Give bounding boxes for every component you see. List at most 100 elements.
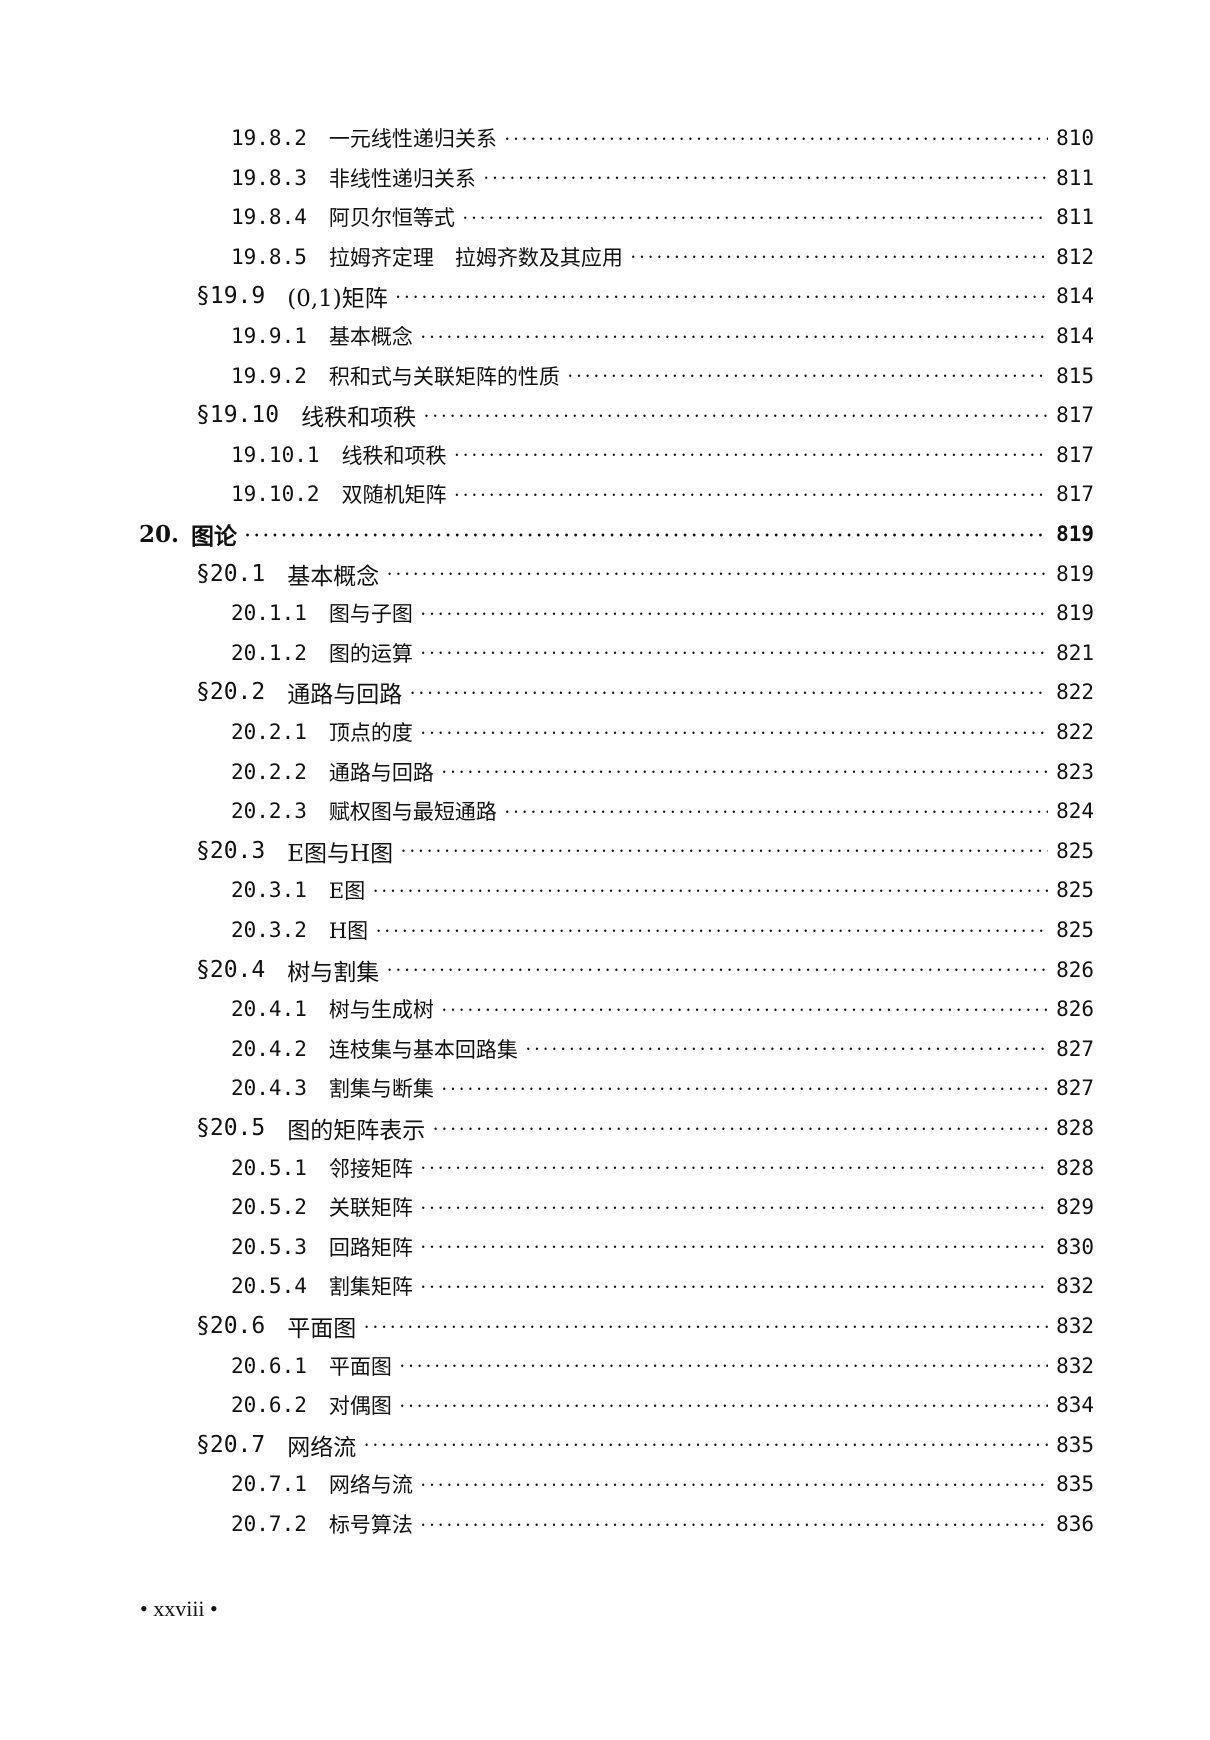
entry-title: E图: [328, 879, 366, 904]
entry-page: 817: [1056, 482, 1094, 507]
dot-leader: [364, 1423, 1048, 1466]
entry-number: 19.9.2: [231, 363, 307, 388]
toc-subsection[interactable]: 20.3.1 E图 825: [231, 870, 1094, 910]
entry-title: 图的运算: [328, 641, 413, 666]
toc-section[interactable]: §19.10 线秩和项秩 817: [196, 395, 1094, 435]
toc-section[interactable]: §20.6 平面图 832: [196, 1306, 1094, 1346]
dot-leader: [433, 1107, 1048, 1150]
toc-section[interactable]: §20.1 基本概念 819: [196, 554, 1094, 594]
entry-number: 19.8.3: [231, 165, 307, 190]
entry-page: 823: [1056, 759, 1094, 784]
entry-page: 822: [1056, 680, 1094, 705]
entry-number: 20.5.2: [231, 1195, 307, 1220]
entry-title: 平面图: [328, 1354, 392, 1379]
toc-section[interactable]: §19.9 (0,1)矩阵 814: [196, 276, 1094, 316]
toc-subsection[interactable]: 20.1.2 图的运算 821: [231, 633, 1094, 673]
entry-title: 树与割集: [287, 959, 380, 986]
toc-subsection[interactable]: 19.8.5 拉姆齐定理 拉姆齐数及其应用 812: [231, 237, 1094, 277]
entry-number: 20.2.1: [231, 720, 307, 744]
entry-title: 非线性递归关系: [328, 166, 476, 191]
dot-leader: [442, 1067, 1048, 1110]
entry-title: 邻接矩阵: [328, 1156, 413, 1181]
toc-subsection[interactable]: 19.10.2 双随机矩阵 817: [231, 474, 1094, 514]
entry-page: 829: [1056, 1195, 1094, 1220]
toc-subsection[interactable]: 20.4.1 树与生成树 826: [231, 989, 1094, 1029]
toc-subsection[interactable]: 19.8.2 一元线性递归关系 810: [231, 118, 1094, 158]
dot-leader: [373, 869, 1048, 912]
dot-leader: [424, 394, 1048, 437]
entry-page: 812: [1056, 244, 1094, 269]
toc-subsection[interactable]: 20.5.4 割集矩阵 832: [231, 1266, 1094, 1306]
entry-page: 828: [1056, 1116, 1094, 1140]
entry-number: §19.10: [196, 402, 280, 429]
toc-section[interactable]: §20.2 通路与回路 822: [196, 672, 1094, 712]
dot-leader: [400, 1384, 1048, 1427]
dot-leader: [484, 156, 1048, 199]
entry-title: 线秩和项秩: [341, 443, 447, 468]
dot-leader: [505, 117, 1048, 160]
toc-subsection[interactable]: 20.6.1 平面图 832: [231, 1346, 1094, 1386]
toc-subsection[interactable]: 20.7.2 标号算法 836: [231, 1504, 1094, 1544]
entry-title: 基本概念: [328, 325, 413, 349]
toc-subsection[interactable]: 20.1.1 图与子图 819: [231, 593, 1094, 633]
toc-chapter[interactable]: 20. 图论 819: [139, 514, 1094, 554]
entry-title: 割集与断集: [328, 1077, 434, 1102]
entry-title: 通路与回路: [328, 760, 434, 785]
toc-subsection[interactable]: 19.10.1 线秩和项秩 817: [231, 435, 1094, 475]
toc-subsection[interactable]: 19.9.2 积和式与关联矩阵的性质 815: [231, 356, 1094, 396]
toc-subsection[interactable]: 20.5.2 关联矩阵 829: [231, 1187, 1094, 1227]
entry-title: 通路与回路: [287, 682, 403, 709]
toc-section[interactable]: §20.7 网络流 835: [196, 1425, 1094, 1465]
entry-number: 20.7.1: [231, 1472, 307, 1497]
dot-leader: [505, 790, 1048, 833]
toc-subsection[interactable]: 20.5.3 回路矩阵 830: [231, 1227, 1094, 1267]
toc-subsection[interactable]: 19.8.4 阿贝尔恒等式 811: [231, 197, 1094, 237]
toc-subsection[interactable]: 20.5.1 邻接矩阵 828: [231, 1148, 1094, 1188]
entry-page: 817: [1056, 403, 1094, 428]
entry-title: 网络流: [287, 1434, 357, 1461]
toc-subsection[interactable]: 20.4.2 连枝集与基本回路集 827: [231, 1029, 1094, 1069]
entry-page: 825: [1056, 878, 1094, 903]
entry-number: §20.2: [196, 679, 266, 706]
entry-page: 828: [1056, 1155, 1094, 1180]
entry-title: 顶点的度: [328, 721, 413, 745]
entry-title: 阿贝尔恒等式: [328, 206, 455, 231]
entry-title: 平面图: [287, 1316, 357, 1342]
entry-page: 815: [1056, 363, 1094, 388]
entry-page: 832: [1056, 1353, 1094, 1378]
dot-leader: [421, 1265, 1048, 1308]
dot-leader: [421, 1146, 1048, 1189]
toc-subsection[interactable]: 20.2.2 通路与回路 823: [231, 752, 1094, 792]
entry-title: 标号算法: [328, 1513, 413, 1537]
toc-subsection[interactable]: 20.3.2 H图 825: [231, 910, 1094, 950]
entry-page: 825: [1056, 918, 1094, 942]
dot-leader: [421, 1463, 1048, 1506]
dot-leader: [401, 829, 1048, 872]
toc-subsection[interactable]: 19.9.1 基本概念 814: [231, 316, 1094, 356]
entry-page: 811: [1056, 165, 1094, 190]
entry-title: 图论: [191, 523, 238, 550]
toc-subsection[interactable]: 20.2.3 赋权图与最短通路 824: [231, 791, 1094, 831]
entry-number: 19.10.1: [231, 442, 320, 467]
entry-number: §20.4: [196, 956, 266, 983]
toc-subsection[interactable]: 19.8.3 非线性递归关系 811: [231, 158, 1094, 198]
entry-page: 825: [1056, 838, 1094, 863]
entry-title: H图: [328, 919, 369, 943]
entry-number: §20.1: [196, 560, 266, 587]
dot-leader: [364, 1305, 1048, 1348]
entry-page: 821: [1056, 640, 1094, 665]
toc-subsection[interactable]: 20.2.1 顶点的度 822: [231, 712, 1094, 752]
entry-page: 835: [1056, 1472, 1094, 1497]
dot-leader: [455, 433, 1049, 476]
toc-subsection[interactable]: 20.6.2 对偶图 834: [231, 1385, 1094, 1425]
entry-page: 830: [1056, 1234, 1094, 1259]
toc-section[interactable]: §20.4 树与割集 826: [196, 950, 1094, 990]
entry-page: 832: [1056, 1274, 1094, 1299]
toc-subsection[interactable]: 20.4.3 割集与断集 827: [231, 1068, 1094, 1108]
page-number-footer: • xxviii •: [140, 1596, 218, 1621]
entry-page: 814: [1056, 284, 1094, 309]
toc-section[interactable]: §20.5 图的矩阵表示 828: [196, 1108, 1094, 1148]
toc-section[interactable]: §20.3 E图与H图 825: [196, 831, 1094, 871]
toc-subsection[interactable]: 20.7.1 网络与流 835: [231, 1464, 1094, 1504]
entry-title: 图与子图: [328, 602, 413, 627]
